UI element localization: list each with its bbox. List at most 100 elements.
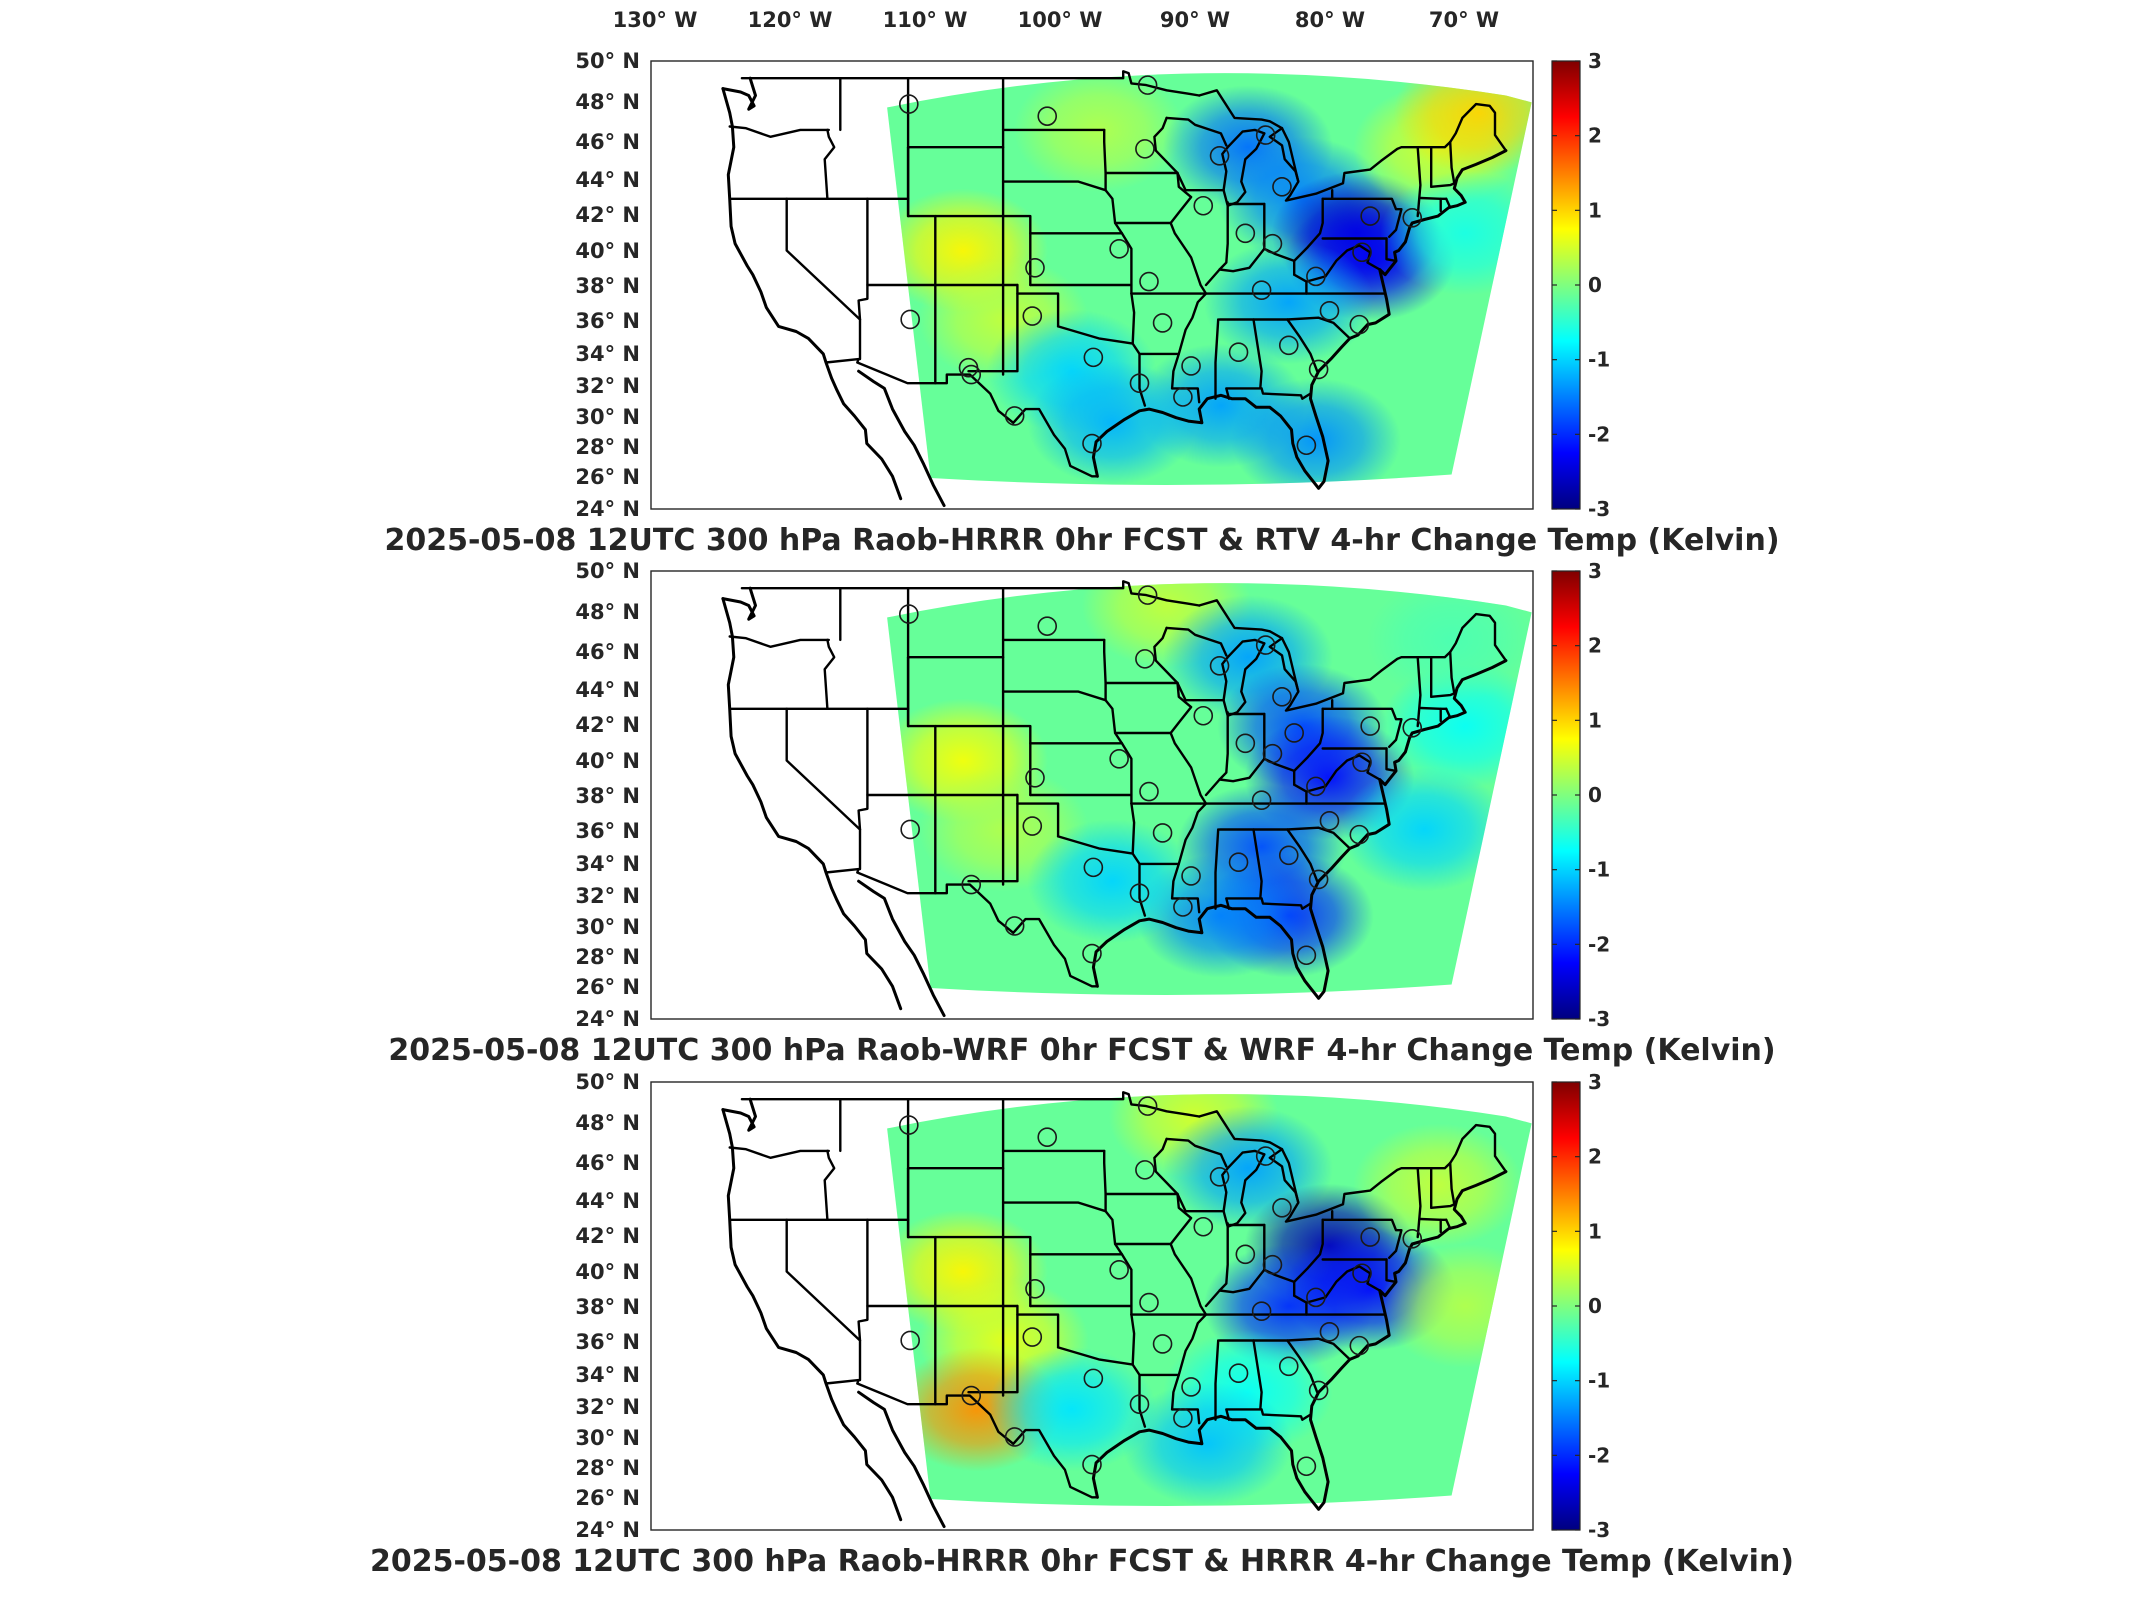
raob-station-marker[interactable] (899, 1115, 919, 1135)
raob-station-marker[interactable] (1209, 655, 1230, 676)
raob-station-marker[interactable] (1137, 1096, 1158, 1116)
raob-station-marker[interactable] (899, 604, 919, 624)
raob-station-marker[interactable] (1135, 1160, 1155, 1180)
raob-station-marker[interactable] (1173, 897, 1193, 917)
raob-station-marker[interactable] (961, 1385, 982, 1406)
raob-station-marker[interactable] (900, 819, 920, 840)
raob-station-marker[interactable] (900, 1330, 920, 1351)
raob-station-marker[interactable] (1235, 1244, 1256, 1265)
raob-station-marker[interactable] (1022, 306, 1043, 326)
raob-station-marker[interactable] (1235, 733, 1256, 754)
raob-station-marker[interactable] (1255, 1146, 1276, 1166)
raob-station-marker[interactable] (1352, 242, 1372, 263)
raob-station-marker[interactable] (1129, 373, 1150, 394)
raob-station-marker[interactable] (1319, 811, 1340, 831)
raob-station-marker[interactable] (1109, 239, 1129, 259)
raob-station-marker[interactable] (1139, 781, 1159, 802)
raob-station-marker[interactable] (1306, 266, 1326, 287)
raob-station-marker[interactable] (1278, 1356, 1299, 1377)
raob-station-marker[interactable] (1083, 347, 1104, 368)
raob-station-marker[interactable] (1251, 790, 1272, 810)
raob-station-marker[interactable] (1152, 1334, 1173, 1354)
raob-station-marker[interactable] (900, 309, 920, 330)
raob-station-marker[interactable] (1251, 1301, 1272, 1321)
raob-station-marker[interactable] (1360, 716, 1380, 736)
raob-station-marker[interactable] (1181, 866, 1201, 886)
raob-station-marker[interactable] (1109, 749, 1129, 769)
raob-station-marker[interactable] (1319, 301, 1340, 321)
raob-station-marker[interactable] (1272, 176, 1292, 197)
raob-station-marker[interactable] (1137, 75, 1158, 95)
raob-station-marker[interactable] (1352, 752, 1372, 773)
raob-station-marker[interactable] (1352, 1263, 1372, 1284)
raob-station-marker[interactable] (1173, 1408, 1193, 1428)
raob-station-marker[interactable] (1306, 1287, 1326, 1308)
raob-station-marker[interactable] (1004, 916, 1025, 936)
raob-station-marker[interactable] (1129, 883, 1150, 904)
raob-station-marker[interactable] (1306, 776, 1326, 797)
raob-station-marker[interactable] (961, 364, 982, 385)
raob-station-marker[interactable] (1022, 816, 1043, 836)
raob-station-marker[interactable] (1262, 743, 1283, 764)
raob-station-marker[interactable] (961, 874, 982, 895)
raob-station-marker[interactable] (1025, 1278, 1045, 1299)
raob-station-marker[interactable] (1209, 145, 1230, 166)
raob-station-marker[interactable] (1022, 1327, 1043, 1347)
raob-station-marker[interactable] (1262, 1254, 1283, 1275)
raob-station-marker[interactable] (1004, 1427, 1025, 1447)
raob-station-marker[interactable] (1296, 435, 1317, 456)
raob-station-marker[interactable] (1278, 845, 1299, 866)
raob-station-marker[interactable] (1181, 1377, 1201, 1397)
raob-station-marker[interactable] (1284, 723, 1304, 743)
raob-station-marker[interactable] (1349, 824, 1370, 845)
raob-station-marker[interactable] (1360, 1227, 1380, 1247)
raob-station-marker[interactable] (1083, 1368, 1104, 1389)
raob-station-marker[interactable] (1037, 1127, 1058, 1147)
raob-station-marker[interactable] (1152, 823, 1173, 843)
raob-station-marker[interactable] (1139, 1292, 1159, 1313)
raob-station-marker[interactable] (1082, 943, 1102, 964)
raob-station-marker[interactable] (1402, 208, 1423, 228)
raob-station-marker[interactable] (1037, 616, 1058, 636)
raob-station-marker[interactable] (1402, 1229, 1423, 1249)
raob-station-marker[interactable] (1251, 280, 1272, 300)
raob-station-marker[interactable] (1037, 106, 1058, 126)
raob-station-marker[interactable] (1193, 705, 1214, 726)
raob-station-marker[interactable] (1278, 335, 1299, 356)
raob-station-marker[interactable] (1193, 1216, 1214, 1237)
raob-station-marker[interactable] (1129, 1394, 1150, 1415)
raob-station-marker[interactable] (1296, 945, 1317, 966)
raob-station-marker[interactable] (1083, 857, 1104, 878)
raob-station-marker[interactable] (1135, 139, 1155, 159)
raob-station-marker[interactable] (1139, 271, 1159, 292)
raob-station-marker[interactable] (1262, 233, 1283, 254)
raob-station-marker[interactable] (1109, 1260, 1129, 1280)
raob-station-marker[interactable] (1308, 359, 1329, 380)
raob-station-marker[interactable] (1255, 635, 1276, 655)
raob-station-marker[interactable] (1255, 125, 1276, 145)
raob-station-marker[interactable] (1181, 356, 1201, 376)
raob-station-marker[interactable] (1272, 686, 1292, 707)
raob-station-marker[interactable] (1360, 206, 1380, 226)
raob-station-marker[interactable] (1349, 314, 1370, 335)
raob-station-marker[interactable] (1308, 869, 1329, 890)
raob-station-marker[interactable] (1228, 852, 1249, 873)
raob-station-marker[interactable] (899, 94, 919, 114)
raob-station-marker[interactable] (1308, 1380, 1329, 1401)
raob-station-marker[interactable] (1319, 1322, 1340, 1342)
raob-station-marker[interactable] (1193, 195, 1214, 216)
raob-station-marker[interactable] (1152, 313, 1173, 333)
raob-station-marker[interactable] (1349, 1335, 1370, 1356)
raob-station-marker[interactable] (1137, 585, 1158, 605)
raob-station-marker[interactable] (1004, 406, 1025, 426)
raob-station-marker[interactable] (1296, 1456, 1317, 1477)
raob-station-marker[interactable] (1272, 1197, 1292, 1218)
raob-station-marker[interactable] (1173, 387, 1193, 407)
raob-station-marker[interactable] (1228, 1363, 1249, 1383)
raob-station-marker[interactable] (1025, 767, 1045, 788)
raob-station-marker[interactable] (1228, 342, 1249, 363)
raob-station-marker[interactable] (1209, 1166, 1230, 1187)
raob-station-marker[interactable] (1025, 257, 1045, 278)
raob-station-marker[interactable] (1235, 223, 1256, 244)
raob-station-marker[interactable] (1402, 717, 1423, 738)
